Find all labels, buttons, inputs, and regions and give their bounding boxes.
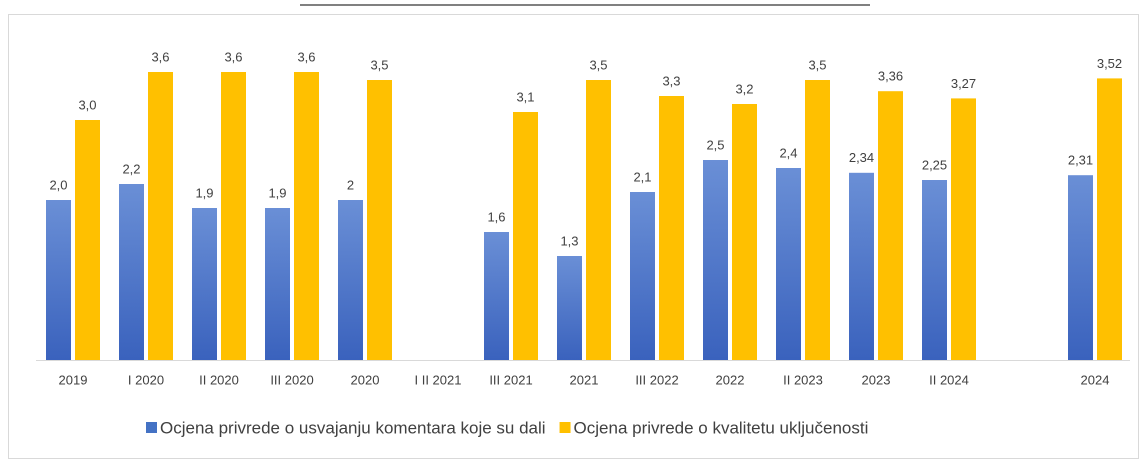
data-label: 2,31 bbox=[1068, 153, 1093, 168]
data-label: 3,5 bbox=[370, 57, 388, 72]
bar bbox=[732, 104, 757, 360]
x-tick-label: 2023 bbox=[862, 372, 891, 387]
data-label: 2,25 bbox=[922, 157, 947, 172]
data-label: 2,0 bbox=[49, 177, 67, 192]
data-label: 3,5 bbox=[589, 57, 607, 72]
data-label: 2,5 bbox=[706, 137, 724, 152]
legend-swatch bbox=[559, 422, 571, 433]
bar bbox=[557, 256, 582, 360]
bar bbox=[1097, 78, 1122, 361]
x-tick-label: 2021 bbox=[570, 372, 599, 387]
bar bbox=[338, 200, 363, 360]
bar bbox=[484, 232, 509, 360]
data-label: 1,9 bbox=[268, 185, 286, 200]
chart-frame bbox=[8, 14, 1139, 459]
bar bbox=[776, 168, 801, 360]
data-label: 3,52 bbox=[1097, 56, 1122, 71]
bar bbox=[805, 80, 830, 360]
bar bbox=[367, 80, 392, 360]
data-label: 2,34 bbox=[849, 150, 874, 165]
x-tick-label: I 2020 bbox=[128, 372, 164, 387]
bar bbox=[630, 192, 655, 360]
x-tick-label: 2022 bbox=[716, 372, 745, 387]
bar bbox=[265, 208, 290, 360]
data-label: 3,6 bbox=[224, 49, 242, 64]
legend-swatch bbox=[146, 422, 157, 433]
bar bbox=[513, 112, 538, 360]
x-tick-label: III 2021 bbox=[489, 372, 532, 387]
bar bbox=[703, 160, 728, 360]
data-label: 2 bbox=[347, 177, 354, 192]
x-tick-label: II 2024 bbox=[929, 372, 969, 387]
bar bbox=[148, 72, 173, 360]
bar bbox=[659, 96, 684, 360]
x-tick-label: I II 2021 bbox=[415, 372, 462, 387]
x-tick-label: III 2020 bbox=[270, 372, 313, 387]
bar bbox=[192, 208, 217, 360]
data-label: 2,2 bbox=[122, 161, 140, 176]
x-tick-label: II 2023 bbox=[783, 372, 823, 387]
data-label: 1,3 bbox=[560, 233, 578, 248]
bar bbox=[1068, 175, 1093, 360]
data-label: 3,6 bbox=[297, 49, 315, 64]
data-label: 2,1 bbox=[633, 169, 651, 184]
data-label: 1,9 bbox=[195, 185, 213, 200]
data-label: 3,6 bbox=[151, 49, 169, 64]
data-label: 1,6 bbox=[487, 209, 505, 224]
bar bbox=[294, 72, 319, 360]
bar bbox=[586, 80, 611, 360]
x-tick-label: II 2020 bbox=[199, 372, 239, 387]
data-label: 3,0 bbox=[78, 97, 96, 112]
legend-label: Ocjena privrede o usvajanju komentara ko… bbox=[160, 418, 546, 437]
bar bbox=[849, 172, 874, 360]
bar bbox=[951, 98, 976, 361]
data-label: 3,1 bbox=[516, 89, 534, 104]
data-label: 3,5 bbox=[808, 57, 826, 72]
data-label: 2,4 bbox=[779, 145, 797, 160]
bar bbox=[922, 180, 947, 360]
bar bbox=[221, 72, 246, 360]
data-label: 3,27 bbox=[951, 76, 976, 91]
bar bbox=[75, 120, 100, 360]
x-tick-label: 2019 bbox=[59, 372, 88, 387]
bar bbox=[878, 91, 903, 360]
x-tick-label: 2020 bbox=[351, 372, 380, 387]
bar bbox=[46, 200, 71, 360]
x-tick-label: III 2022 bbox=[635, 372, 678, 387]
data-label: 3,36 bbox=[878, 69, 903, 84]
bar bbox=[119, 184, 144, 360]
x-tick-label: 2024 bbox=[1081, 372, 1110, 387]
data-label: 3,2 bbox=[735, 81, 753, 96]
legend-label: Ocjena privrede o kvalitetu uključenosti bbox=[574, 418, 869, 437]
data-label: 3,3 bbox=[662, 73, 680, 88]
